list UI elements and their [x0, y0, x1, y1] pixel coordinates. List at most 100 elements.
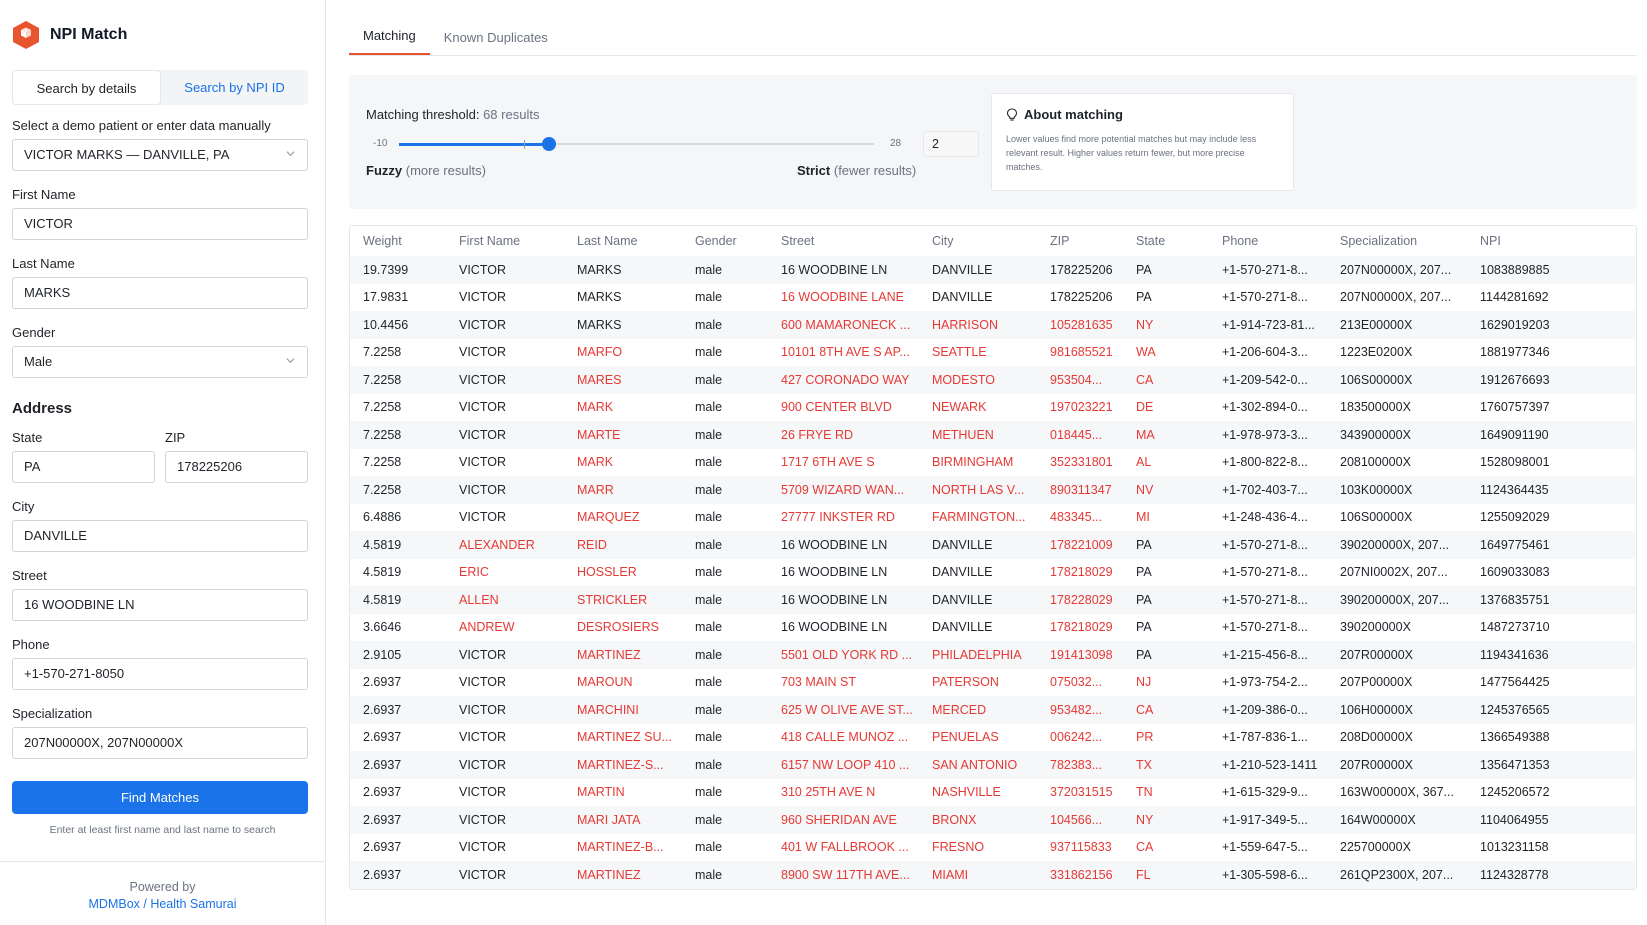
find-matches-button[interactable]: Find Matches	[12, 781, 308, 814]
cell-npi: 1194341636	[1467, 641, 1636, 669]
column-header-phone[interactable]: Phone	[1209, 226, 1327, 256]
threshold-title: Matching threshold:	[366, 107, 480, 122]
cell-phone: +1-914-723-81...	[1209, 311, 1327, 339]
table-row[interactable]: 7.2258 VICTOR MARK male 900 CENTER BLVD NEWAR…	[350, 394, 1636, 422]
cell-phone: +1-559-647-5...	[1222, 840, 1308, 855]
cell-npi: 1760757397	[1480, 400, 1550, 415]
table-row[interactable]: 6.4886 VICTOR MARQUEZ male 27777 INKSTER RD F…	[350, 504, 1636, 532]
last-name-input[interactable]: MARKS	[12, 277, 308, 309]
phone-input[interactable]: +1-570-271-8050	[12, 658, 308, 690]
slider-thumb[interactable]	[542, 137, 556, 151]
about-matching-card: About matching Lower values find more po…	[991, 93, 1294, 191]
cell-state: CA	[1136, 840, 1154, 855]
cell-first-name: VICTOR	[459, 785, 506, 800]
cell-npi: 1083889885	[1467, 256, 1636, 284]
table-row[interactable]: 7.2258 VICTOR MARFO male 10101 8TH AVE S AP.…	[350, 339, 1636, 367]
cell-street: 16 WOODBINE LN	[781, 565, 888, 580]
state-field: State PA	[12, 430, 155, 483]
cell-state: PR	[1136, 730, 1154, 745]
table-row[interactable]: 19.7399 VICTOR MARKS male 16 WOODBINE LN DANV…	[350, 256, 1636, 284]
main-content: Matching Known Duplicates Matching thres…	[326, 0, 1647, 925]
cell-first-name: VICTOR	[459, 345, 506, 360]
about-matching-title-row: About matching	[1006, 107, 1279, 122]
tab-known-duplicates[interactable]: Known Duplicates	[443, 30, 548, 45]
column-header-gender[interactable]: Gender	[682, 226, 768, 256]
table-row[interactable]: 10.4456 VICTOR MARKS male 600 MAMARONECK ...…	[350, 311, 1636, 339]
table-row[interactable]: 2.6937 VICTOR MARCHINI male 625 W OLIVE AVE …	[350, 696, 1636, 724]
cell-first-name: VICTOR	[459, 840, 506, 855]
column-header-first-name[interactable]: First Name	[446, 226, 564, 256]
cell-first-name: VICTOR	[459, 730, 506, 745]
state-input[interactable]: PA	[12, 451, 155, 483]
column-header-npi[interactable]: NPI	[1467, 226, 1636, 256]
cell-zip: 331862156	[1037, 861, 1123, 889]
cell-last-name: MARQUEZ	[577, 510, 640, 525]
cell-specialization: 390200000X, 207...	[1327, 531, 1467, 559]
cell-last-name: MARKS	[564, 311, 682, 339]
cell-gender: male	[682, 696, 768, 724]
cell-zip: 953482...	[1037, 696, 1123, 724]
column-header-last-name[interactable]: Last Name	[564, 226, 682, 256]
cell-npi: 1528098001	[1480, 455, 1550, 470]
cell-phone: +1-570-271-8...	[1209, 586, 1327, 614]
cell-phone: +1-787-836-1...	[1222, 730, 1308, 745]
table-row[interactable]: 2.6937 VICTOR MARTIN male 310 25TH AVE N NASH…	[350, 779, 1636, 807]
demo-patient-label: Select a demo patient or enter data manu…	[12, 118, 271, 133]
column-header-zip[interactable]: ZIP	[1037, 226, 1123, 256]
cell-npi: 1245206572	[1480, 785, 1550, 800]
search-by-details-tab[interactable]: Search by details	[12, 70, 161, 105]
cell-npi: 1629019203	[1467, 311, 1636, 339]
cell-city: PATERSON	[932, 675, 999, 690]
search-by-npi-tab[interactable]: Search by NPI ID	[184, 80, 285, 95]
threshold-slider[interactable]	[399, 137, 874, 151]
specialization-input[interactable]: 207N00000X, 207N00000X	[12, 727, 308, 759]
table-row[interactable]: 2.6937 VICTOR MAROUN male 703 MAIN ST PATERSO…	[350, 669, 1636, 697]
cell-last-name: STRICKLER	[564, 586, 682, 614]
cell-state: NV	[1123, 476, 1209, 504]
table-row[interactable]: 4.5819 ERIC HOSSLER male 16 WOODBINE LN DANVI…	[350, 559, 1636, 587]
cell-zip: 105281635	[1037, 311, 1123, 339]
first-name-input[interactable]: VICTOR	[12, 208, 308, 240]
cell-npi: 1104064955	[1467, 806, 1636, 834]
zip-input[interactable]: 178225206	[165, 451, 308, 483]
table-row[interactable]: 2.6937 VICTOR MARTINEZ male 8900 SW 117TH AV…	[350, 861, 1636, 889]
cell-npi: 1124364435	[1467, 476, 1636, 504]
tab-matching[interactable]: Matching	[349, 28, 430, 55]
demo-patient-select[interactable]: VICTOR MARKS — DANVILLE, PA	[12, 139, 308, 171]
table-row[interactable]: 7.2258 VICTOR MARES male 427 CORONADO WAY MOD…	[350, 366, 1636, 394]
column-header-weight[interactable]: Weight	[350, 226, 446, 256]
threshold-number-input[interactable]: 2	[923, 131, 979, 157]
column-header-specialization[interactable]: Specialization	[1327, 226, 1467, 256]
cell-npi: 1124328778	[1467, 861, 1636, 889]
street-field: Street 16 WOODBINE LN	[12, 568, 308, 621]
table-row[interactable]: 7.2258 VICTOR MARR male 5709 WIZARD WAN... NO…	[350, 476, 1636, 504]
table-row[interactable]: 7.2258 VICTOR MARTE male 26 FRYE RD METHUEN 01…	[350, 421, 1636, 449]
cell-gender: male	[682, 586, 768, 614]
table-row[interactable]: 2.6937 VICTOR MARTINEZ-B... male 401 W FALLB…	[350, 834, 1636, 862]
demo-patient-value: VICTOR MARKS — DANVILLE, PA	[24, 147, 230, 162]
street-input[interactable]: 16 WOODBINE LN	[12, 589, 308, 621]
search-hint: Enter at least first name and last name …	[49, 824, 276, 836]
cell-state: FL	[1123, 861, 1209, 889]
cell-gender: male	[682, 421, 768, 449]
table-row[interactable]: 4.5819 ALEXANDER REID male 16 WOODBINE LN DAN…	[350, 531, 1636, 559]
cell-gender: male	[682, 751, 768, 779]
table-row[interactable]: 3.6646 ANDREW DESROSIERS male 16 WOODBINE LN…	[350, 614, 1636, 642]
table-row[interactable]: 4.5819 ALLEN STRICKLER male 16 WOODBINE LN DA…	[350, 586, 1636, 614]
column-header-street[interactable]: Street	[768, 226, 919, 256]
gender-select[interactable]: Male	[12, 346, 308, 378]
cell-specialization: 208100000X	[1340, 455, 1411, 470]
table-row[interactable]: 2.6937 VICTOR MARTINEZ-S... male 6157 NW LOO…	[350, 751, 1636, 779]
mdmbox-link[interactable]: MDMBox / Health Samurai	[88, 897, 237, 911]
cell-state: WA	[1136, 345, 1156, 360]
city-input[interactable]: DANVILLE	[12, 520, 308, 552]
cell-gender: male	[695, 400, 723, 415]
table-row[interactable]: 2.6937 VICTOR MARI JATA male 960 SHERIDAN AV…	[350, 806, 1636, 834]
column-header-city[interactable]: City	[919, 226, 1037, 256]
table-row[interactable]: 7.2258 VICTOR MARK male 1717 6TH AVE S BIRMIN…	[350, 449, 1636, 477]
table-row[interactable]: 2.6937 VICTOR MARTINEZ SU... male 418 CALLE …	[350, 724, 1636, 752]
table-row[interactable]: 17.9831 VICTOR MARKS male 16 WOODBINE LANE DA…	[350, 284, 1636, 312]
table-row[interactable]: 2.9105 VICTOR MARTINEZ male 5501 OLD YORK RD…	[350, 641, 1636, 669]
column-header-state[interactable]: State	[1123, 226, 1209, 256]
cell-phone: +1-570-271-8...	[1222, 565, 1308, 580]
